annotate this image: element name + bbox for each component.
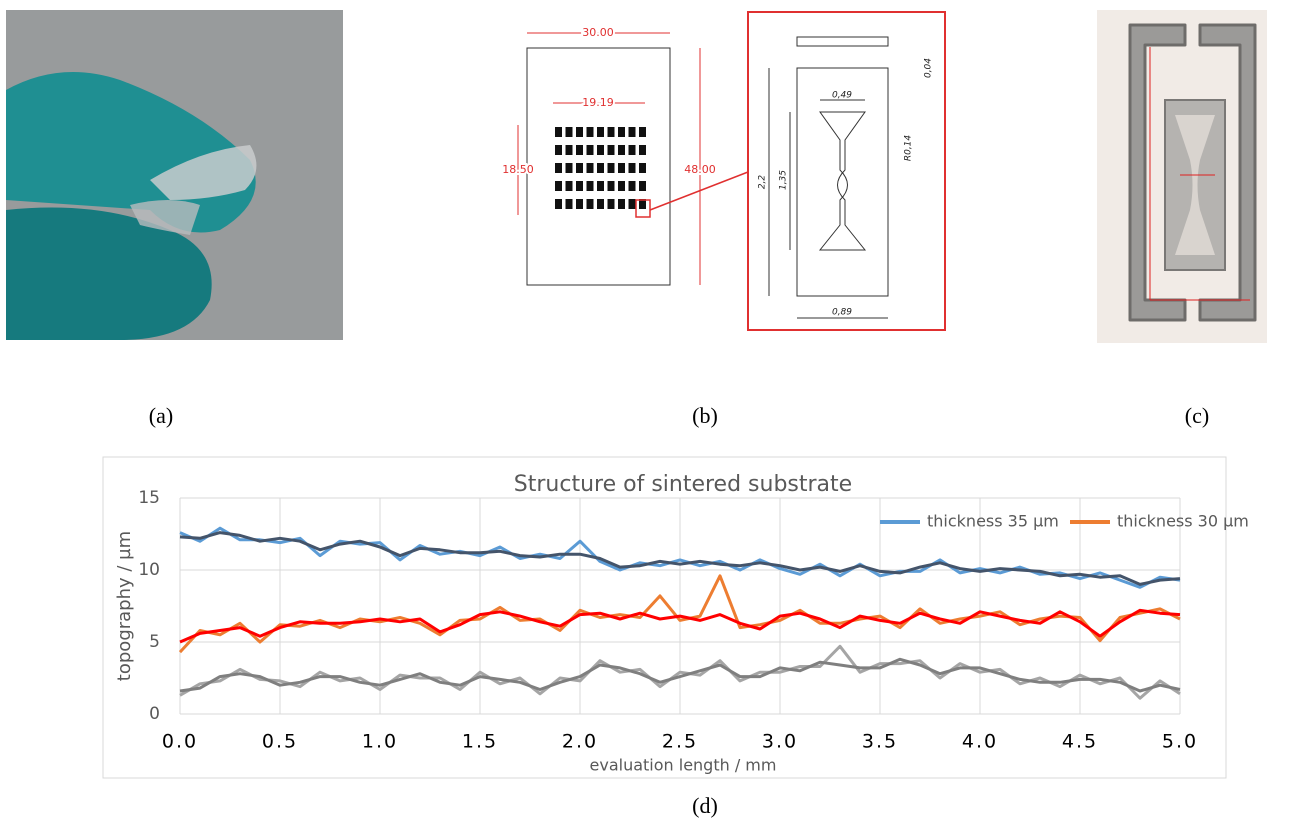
x-tick-label: 3.5 (862, 731, 898, 753)
dimension-label: 0,04 (924, 58, 934, 78)
y-tick-label: 10 (138, 560, 160, 580)
chip (608, 127, 615, 137)
chip (566, 199, 573, 209)
chip (597, 199, 604, 209)
chip (629, 145, 636, 155)
chip (587, 163, 594, 173)
dimension-label: 19.19 (582, 96, 614, 109)
chip (576, 181, 583, 191)
chip (597, 163, 604, 173)
chip (566, 163, 573, 173)
chip (629, 181, 636, 191)
x-tick-label: 3.0 (762, 731, 798, 753)
chip (576, 127, 583, 137)
photo-a (6, 10, 343, 340)
chip (639, 181, 646, 191)
chip (576, 145, 583, 155)
chip (587, 199, 594, 209)
panel-label: (d) (692, 793, 718, 818)
chip (587, 145, 594, 155)
chart-title: Structure of sintered substrate (514, 472, 852, 497)
chip (639, 145, 646, 155)
chip (555, 145, 562, 155)
panel-label: (c) (1185, 403, 1209, 428)
y-tick-label: 15 (138, 488, 160, 508)
y-tick-label: 0 (149, 704, 160, 724)
x-tick-label: 0.0 (162, 731, 198, 753)
dimension-label: 0,89 (832, 308, 852, 318)
figure: (a) (b) (c) (d) 30.00 19.19 18.50 48.00 0,49 0,04… (0, 0, 1306, 825)
x-tick-label: 1.5 (462, 731, 498, 753)
dimension-label: 48.00 (684, 163, 716, 176)
y-axis-label: topography / µm (114, 531, 135, 681)
chip (576, 163, 583, 173)
x-tick-label: 0.5 (262, 731, 298, 753)
dimension-label: 2,2 (758, 175, 768, 190)
chip (597, 145, 604, 155)
x-tick-label: 2.0 (562, 731, 598, 753)
chip (608, 145, 615, 155)
dimension-label: 0,49 (832, 91, 852, 101)
chip (629, 163, 636, 173)
chip (597, 127, 604, 137)
legend-label: thickness 35 µm (927, 512, 1059, 531)
chip (629, 199, 636, 209)
chip (555, 199, 562, 209)
chip (555, 163, 562, 173)
drawing-b (518, 12, 945, 330)
chip (639, 127, 646, 137)
chip (576, 199, 583, 209)
x-tick-label: 1.0 (362, 731, 398, 753)
chip (618, 163, 625, 173)
dimension-label: 18.50 (502, 163, 534, 176)
x-axis-label: evaluation length / mm (590, 756, 777, 775)
chip (597, 181, 604, 191)
panel-label: (a) (149, 403, 173, 428)
chip (629, 127, 636, 137)
chip (555, 127, 562, 137)
x-tick-label: 5.0 (1162, 731, 1198, 753)
chip (587, 127, 594, 137)
chip (608, 181, 615, 191)
panel-label: (b) (692, 403, 718, 428)
legend-label: thickness 30 µm (1117, 512, 1249, 531)
x-tick-label: 2.5 (662, 731, 698, 753)
dimension-label: 1,35 (779, 170, 789, 190)
chip (566, 181, 573, 191)
dimension-label: R0,14 (904, 135, 914, 162)
chip (587, 181, 594, 191)
photo-c (1097, 10, 1267, 343)
chip (566, 145, 573, 155)
x-tick-label: 4.0 (962, 731, 998, 753)
chip (618, 127, 625, 137)
chip (618, 181, 625, 191)
chip (608, 199, 615, 209)
chip (618, 145, 625, 155)
chip (555, 181, 562, 191)
chip (608, 163, 615, 173)
chip (566, 127, 573, 137)
x-tick-label: 4.5 (1062, 731, 1098, 753)
y-tick-label: 5 (149, 632, 160, 652)
chip (618, 199, 625, 209)
chip (639, 163, 646, 173)
dimension-label: 30.00 (582, 26, 614, 39)
